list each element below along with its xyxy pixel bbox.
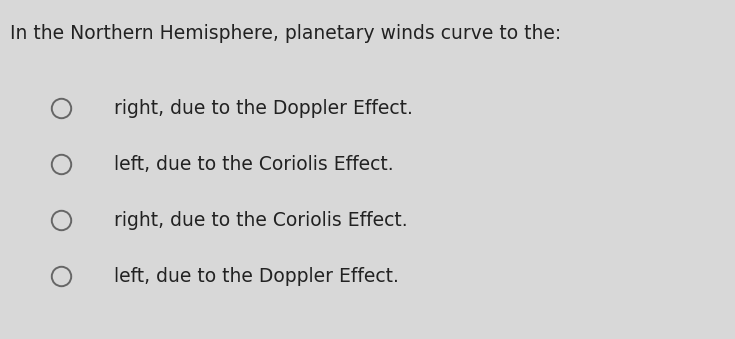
Text: In the Northern Hemisphere, planetary winds curve to the:: In the Northern Hemisphere, planetary wi… — [10, 24, 561, 43]
Text: left, due to the Doppler Effect.: left, due to the Doppler Effect. — [114, 267, 399, 286]
Text: left, due to the Coriolis Effect.: left, due to the Coriolis Effect. — [114, 155, 393, 174]
Text: right, due to the Doppler Effect.: right, due to the Doppler Effect. — [114, 99, 413, 118]
Text: right, due to the Coriolis Effect.: right, due to the Coriolis Effect. — [114, 211, 407, 230]
